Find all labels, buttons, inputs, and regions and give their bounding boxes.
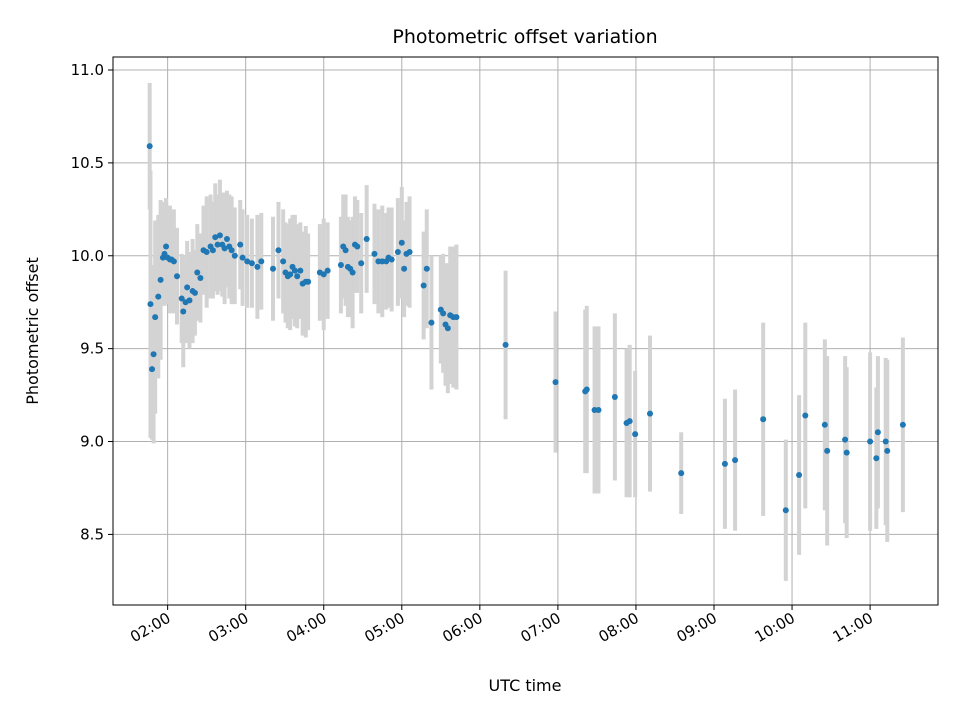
data-point	[874, 429, 881, 436]
data-point	[147, 301, 154, 308]
data-point	[502, 341, 509, 348]
data-point	[632, 431, 639, 438]
data-point	[287, 271, 294, 278]
data-point	[401, 265, 408, 272]
data-point	[678, 470, 685, 477]
data-point	[152, 314, 159, 321]
y-tick-label: 9.5	[80, 340, 104, 358]
data-point	[324, 267, 331, 274]
data-point	[174, 273, 181, 280]
y-axis-label: Photometric offset	[23, 257, 42, 405]
data-point	[354, 243, 361, 250]
data-point	[155, 293, 162, 300]
data-point	[583, 386, 590, 393]
data-point	[428, 319, 435, 326]
data-point	[216, 232, 223, 239]
data-point	[297, 267, 304, 274]
data-point	[294, 273, 301, 280]
data-point	[440, 310, 447, 317]
data-point	[363, 236, 370, 243]
data-point	[867, 438, 874, 445]
data-point	[337, 262, 344, 269]
data-point	[626, 418, 633, 425]
data-point	[231, 252, 238, 259]
data-point	[821, 421, 828, 428]
data-point	[178, 295, 185, 302]
data-point	[398, 239, 405, 246]
data-point	[388, 256, 395, 263]
data-point	[371, 250, 378, 257]
y-tick-label: 10.5	[71, 154, 104, 172]
data-point	[420, 282, 427, 289]
data-point	[258, 258, 265, 265]
data-point	[342, 247, 349, 254]
data-point	[270, 265, 277, 272]
y-tick-label: 8.5	[80, 525, 104, 543]
data-point	[180, 308, 187, 315]
data-point	[214, 241, 221, 248]
data-point	[146, 143, 153, 150]
data-point	[291, 267, 298, 274]
data-point	[406, 249, 413, 256]
data-point	[244, 258, 251, 265]
data-point	[802, 412, 809, 419]
data-point	[320, 271, 327, 278]
data-point	[843, 449, 850, 456]
y-tick-label: 10.0	[71, 247, 104, 265]
data-point	[349, 269, 356, 276]
y-tick-label: 11.0	[71, 61, 104, 79]
data-point	[186, 297, 193, 304]
data-point	[899, 421, 906, 428]
data-point	[423, 265, 430, 272]
data-point	[782, 507, 789, 514]
data-point	[191, 289, 198, 296]
data-point	[824, 447, 831, 454]
data-point	[732, 457, 739, 464]
plot-frame	[112, 56, 939, 606]
data-point	[197, 275, 204, 282]
data-point	[237, 241, 244, 248]
data-point	[221, 245, 228, 252]
y-tick-label: 9.0	[80, 433, 104, 451]
data-point	[882, 438, 889, 445]
plot-area	[113, 57, 938, 605]
data-point	[796, 471, 803, 478]
data-point	[280, 258, 287, 265]
data-points	[146, 143, 906, 514]
data-point	[203, 249, 210, 256]
data-point	[194, 269, 201, 276]
data-point	[552, 379, 559, 386]
data-point	[444, 325, 451, 332]
data-point	[184, 284, 191, 291]
data-point	[453, 314, 460, 321]
data-point	[842, 436, 849, 443]
data-point	[150, 351, 157, 358]
data-point	[212, 234, 219, 241]
data-point	[223, 236, 230, 243]
chart-title: Photometric offset variation	[392, 26, 657, 48]
data-point	[228, 247, 235, 254]
data-point	[760, 416, 767, 423]
data-point	[884, 447, 891, 454]
data-point	[611, 393, 618, 400]
data-point	[305, 278, 312, 285]
data-point	[595, 406, 602, 413]
data-point	[248, 260, 255, 267]
x-axis-label: UTC time	[489, 676, 562, 695]
data-point	[149, 366, 156, 373]
data-point	[209, 247, 216, 254]
data-point	[239, 254, 246, 261]
data-point	[358, 260, 365, 267]
data-point	[394, 249, 401, 256]
data-point	[170, 258, 177, 265]
data-point	[873, 455, 880, 462]
data-point	[157, 276, 164, 283]
data-point	[646, 410, 653, 417]
data-point	[275, 247, 282, 254]
data-point	[254, 263, 261, 270]
y-axis-ticks: 8.5 9.0 9.5 10.0 10.5 11.0	[71, 61, 113, 543]
data-point	[163, 243, 170, 250]
data-point	[721, 460, 728, 467]
